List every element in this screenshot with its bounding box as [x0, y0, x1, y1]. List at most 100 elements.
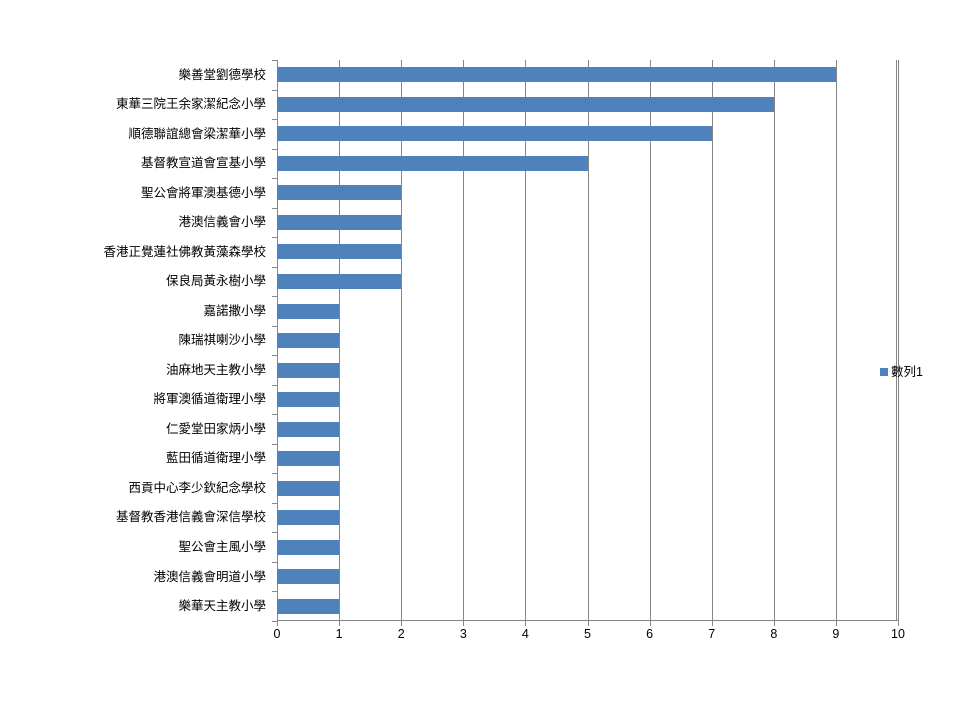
- y-tick-mark: [272, 384, 277, 386]
- value-axis-label: 6: [646, 627, 654, 641]
- bar[interactable]: [277, 333, 340, 349]
- bar-slot: [277, 90, 898, 120]
- y-tick-mark: [272, 443, 277, 445]
- x-tick-mark: [277, 621, 278, 626]
- bar-slot: [277, 592, 898, 622]
- bar[interactable]: [277, 155, 588, 171]
- gridline: [401, 60, 403, 621]
- bar-slot: [277, 326, 898, 356]
- bar[interactable]: [277, 185, 402, 201]
- bar-slot: [277, 237, 898, 267]
- bar[interactable]: [277, 126, 712, 142]
- gridline: [339, 60, 341, 621]
- y-tick-mark: [272, 502, 277, 504]
- plot-area: [277, 60, 899, 621]
- x-tick-mark: [898, 621, 899, 626]
- legend-divider: [896, 60, 897, 621]
- bar[interactable]: [277, 362, 340, 378]
- bar-slot: [277, 385, 898, 415]
- bar-slot: [277, 562, 898, 592]
- bar-slot: [277, 296, 898, 326]
- bar[interactable]: [277, 244, 402, 260]
- category-axis: 樂善堂劉德學校 東華三院王余家潔紀念小學 順德聯誼總會梁潔華小學 基督教宣道會宣基小學…: [0, 60, 272, 621]
- y-tick-mark: [272, 148, 277, 150]
- bar[interactable]: [277, 214, 402, 230]
- y-tick-mark: [272, 355, 277, 357]
- category-label: 香港正覺蓮社佛教黃藻森學校: [103, 244, 266, 259]
- bar[interactable]: [277, 303, 340, 319]
- y-tick-mark: [272, 266, 277, 268]
- y-tick-mark: [272, 207, 277, 209]
- category-label: 基督教宣道會宣基小學: [140, 156, 266, 171]
- bar[interactable]: [277, 392, 340, 408]
- bar[interactable]: [277, 451, 340, 467]
- y-tick-mark: [272, 119, 277, 121]
- y-tick-mark: [272, 296, 277, 298]
- gridline: [773, 60, 775, 621]
- y-tick-mark: [272, 532, 277, 534]
- category-label: 將軍澳循道衛理小學: [153, 392, 266, 407]
- value-axis-label: 1: [335, 627, 343, 641]
- category-label: 樂華天主教小學: [178, 599, 266, 614]
- y-tick-mark: [272, 473, 277, 475]
- x-tick-mark: [401, 621, 403, 626]
- y-tick-mark: [272, 561, 277, 563]
- x-tick-mark: [835, 621, 837, 626]
- bar-slot: [277, 503, 898, 533]
- category-label: 基督教香港信義會深信學校: [115, 510, 266, 525]
- value-axis-label: 0: [273, 627, 281, 641]
- category-label: 樂善堂劉德學校: [178, 67, 266, 82]
- bar[interactable]: [277, 421, 340, 437]
- bar-slot: [277, 60, 898, 90]
- value-axis-label: 9: [832, 627, 840, 641]
- bar-slot: [277, 178, 898, 208]
- y-tick-mark: [272, 178, 277, 180]
- category-label: 陳瑞祺喇沙小學: [178, 333, 266, 348]
- bar[interactable]: [277, 480, 340, 496]
- category-label: 嘉諾撒小學: [203, 303, 266, 318]
- gridline: [649, 60, 651, 621]
- y-tick-mark: [272, 237, 277, 239]
- bar[interactable]: [277, 510, 340, 526]
- x-tick-mark: [711, 621, 713, 626]
- value-axis: 0 1 2 3 4 5 6 7 8 9 10: [273, 627, 905, 648]
- category-axis-line: [277, 620, 898, 621]
- x-tick-mark: [525, 621, 527, 626]
- bar-slot: [277, 533, 898, 563]
- x-tick-mark: [339, 621, 341, 626]
- category-label: 保良局黃永樹小學: [165, 274, 266, 289]
- category-label: 港澳信義會明道小學: [153, 569, 266, 584]
- gridline: [835, 60, 837, 621]
- bar[interactable]: [277, 539, 340, 555]
- category-label: 東華三院王余家潔紀念小學: [115, 97, 266, 112]
- category-label: 港澳信義會小學: [178, 215, 266, 230]
- x-tick-mark: [773, 621, 775, 626]
- category-label: 聖公會將軍澳基德小學: [140, 185, 266, 200]
- bar-slot: [277, 355, 898, 385]
- y-tick-mark: [272, 621, 277, 622]
- bar[interactable]: [277, 96, 774, 112]
- bar[interactable]: [277, 569, 340, 585]
- legend-swatch-icon: [880, 368, 888, 377]
- bar[interactable]: [277, 598, 340, 614]
- value-axis-label: 2: [397, 627, 405, 641]
- x-tick-mark: [649, 621, 651, 626]
- x-tick-mark: [463, 621, 465, 626]
- value-axis-label: 10: [891, 627, 905, 641]
- bar-slot: [277, 119, 898, 149]
- y-tick-mark: [272, 325, 277, 327]
- value-axis-label: 8: [770, 627, 778, 641]
- y-tick-mark: [272, 89, 277, 91]
- bar-slot: [277, 473, 898, 503]
- value-axis-label: 7: [708, 627, 716, 641]
- bar-slot: [277, 208, 898, 238]
- bar[interactable]: [277, 273, 402, 289]
- category-label: 仁愛堂田家炳小學: [165, 421, 266, 436]
- bar-series: [277, 60, 898, 621]
- category-label: 聖公會主風小學: [178, 540, 266, 555]
- bar[interactable]: [277, 67, 836, 83]
- category-label: 油麻地天主教小學: [165, 362, 266, 377]
- legend-label: 數列1: [891, 365, 923, 379]
- bar-slot: [277, 267, 898, 297]
